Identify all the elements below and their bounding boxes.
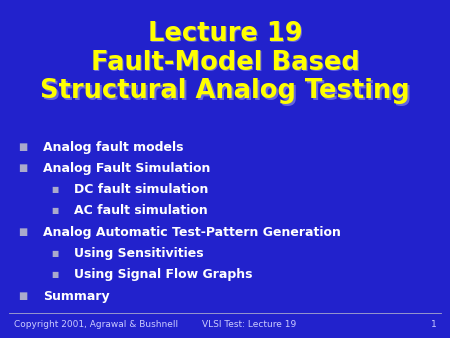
Text: Analog Automatic Test-Pattern Generation: Analog Automatic Test-Pattern Generation [43, 226, 341, 239]
Text: ■: ■ [18, 163, 27, 173]
Text: Structural Analog Testing: Structural Analog Testing [40, 78, 410, 104]
Text: Structural Analog Testing: Structural Analog Testing [42, 80, 412, 105]
Text: Lecture 19: Lecture 19 [148, 21, 302, 47]
Text: ■: ■ [52, 249, 59, 258]
Text: Analog Fault Simulation: Analog Fault Simulation [43, 162, 210, 175]
Text: Analog fault models: Analog fault models [43, 141, 183, 153]
Text: Copyright 2001, Agrawal & Bushnell: Copyright 2001, Agrawal & Bushnell [14, 320, 178, 329]
Text: Using Signal Flow Graphs: Using Signal Flow Graphs [74, 268, 253, 281]
Text: ■: ■ [18, 227, 27, 237]
Text: Lecture 19: Lecture 19 [149, 22, 304, 48]
Text: Using Sensitivities: Using Sensitivities [74, 247, 204, 260]
Text: Summary: Summary [43, 290, 109, 303]
Text: Fault-Model Based: Fault-Model Based [92, 51, 361, 77]
Text: AC fault simulation: AC fault simulation [74, 204, 208, 217]
Text: ■: ■ [52, 185, 59, 194]
Text: ■: ■ [18, 142, 27, 152]
Text: VLSI Test: Lecture 19: VLSI Test: Lecture 19 [202, 320, 297, 329]
Text: DC fault simulation: DC fault simulation [74, 183, 209, 196]
Text: Fault-Model Based: Fault-Model Based [90, 50, 360, 75]
Text: 1: 1 [431, 320, 436, 329]
Text: ■: ■ [52, 270, 59, 279]
Text: ■: ■ [52, 207, 59, 215]
Text: ■: ■ [18, 291, 27, 301]
